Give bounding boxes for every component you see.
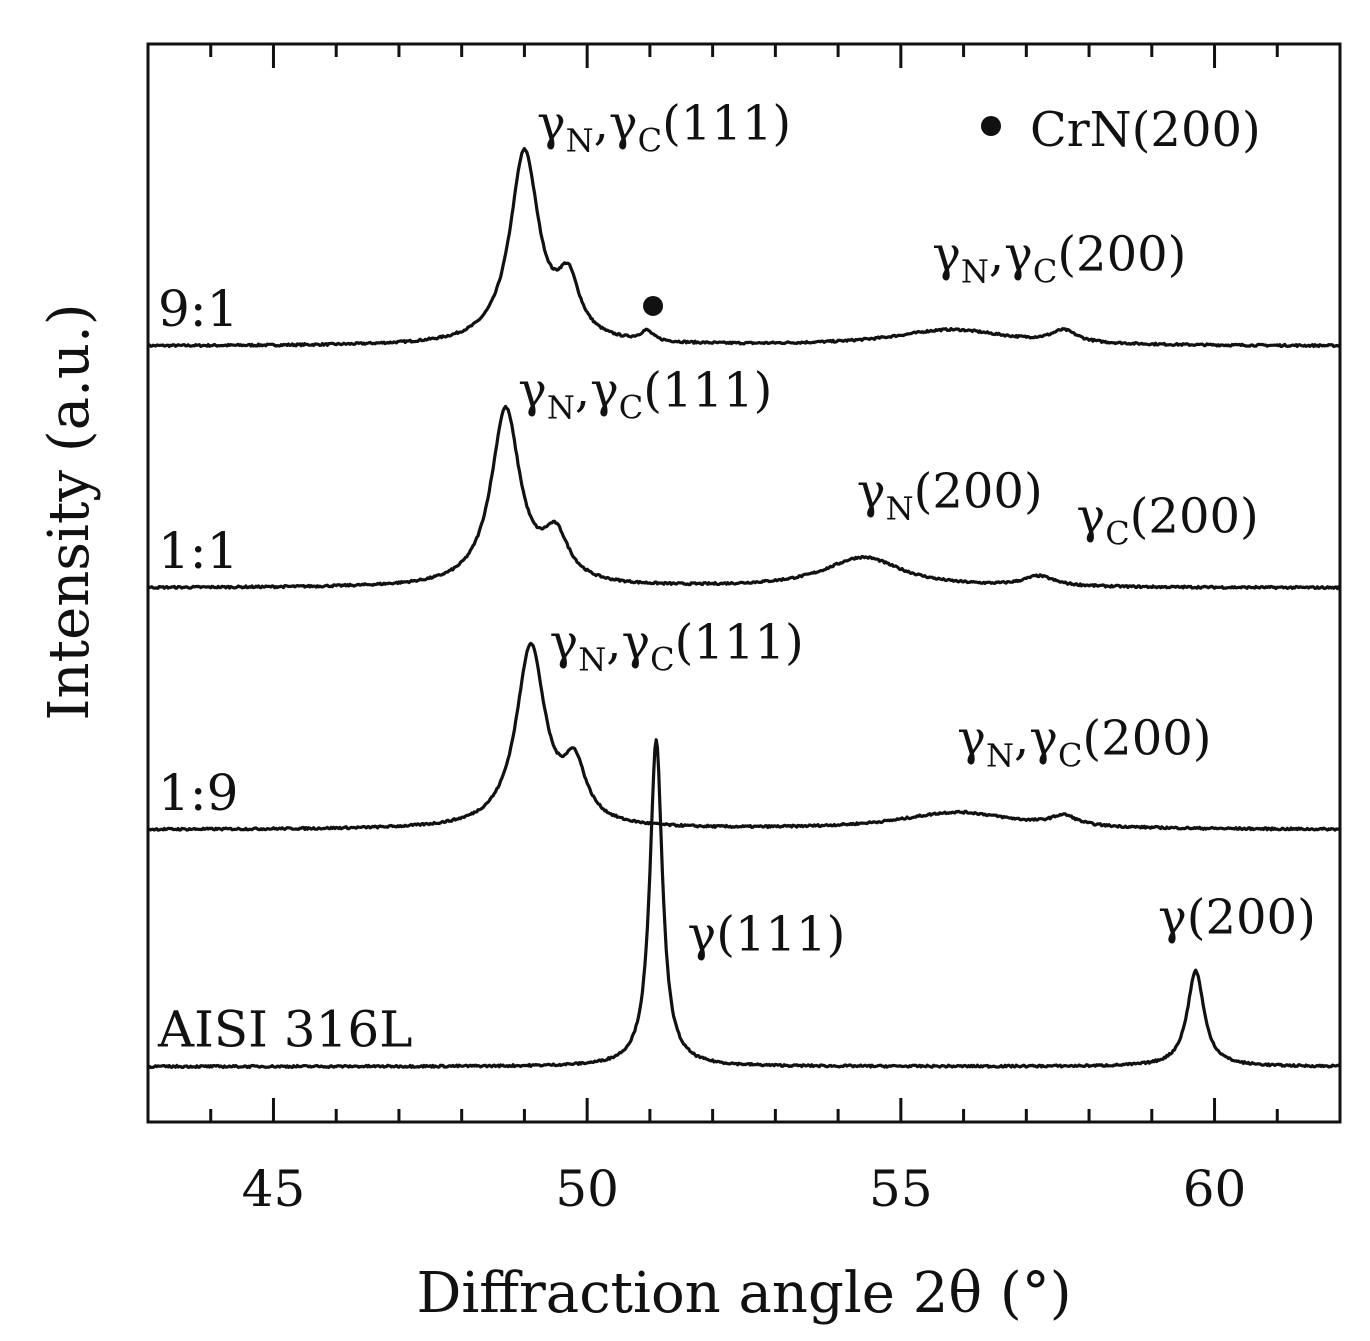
x-tick-label: 50 (555, 1160, 619, 1218)
legend: CrN(200) (981, 102, 1261, 158)
y-axis-title: Intensity (a.u.) (37, 303, 102, 720)
labels-layer: 45 50 55 60 9:1 γN,γC(111) γN,γC(200) 1:1 γN,γC(… (157, 96, 1316, 1218)
peak-label: γ(200) (1158, 890, 1316, 946)
x-tick-label: 60 (1183, 1160, 1247, 1218)
legend-marker (981, 116, 1001, 136)
trace-9-1 (146, 147, 1341, 349)
trace-1-1 (147, 404, 1342, 591)
trace-1-9 (147, 641, 1341, 832)
plot-frame (146, 42, 1342, 1124)
peak-label: γN,γC(200) (932, 227, 1186, 291)
legend-label: CrN(200) (1030, 102, 1261, 158)
sample-label-1-1: 1:1 (158, 522, 238, 580)
peak-label: γN(200) (857, 463, 1043, 527)
x-tick-label: 45 (242, 1160, 306, 1218)
peak-label: γN,γC(111) (537, 96, 791, 160)
x-tick-label: 55 (869, 1160, 933, 1218)
sample-label-1-9: 1:9 (158, 764, 238, 822)
x-axis-title: Diffraction angle 2θ (°) (416, 1261, 1071, 1326)
peak-label: γN,γC(111) (550, 615, 804, 679)
sample-label-aisi-316l: AISI 316L (157, 1001, 412, 1059)
trace-aisi-316l (147, 738, 1342, 1070)
peak-label: γ(111) (688, 907, 846, 963)
traces-layer (146, 147, 1342, 1070)
peak-label: γN,γC(111) (518, 363, 772, 427)
peak-label: γC(200) (1077, 489, 1259, 553)
crn-marker (643, 295, 664, 316)
sample-label-9-1: 9:1 (158, 280, 238, 338)
peak-label: γN,γC(200) (957, 710, 1211, 774)
